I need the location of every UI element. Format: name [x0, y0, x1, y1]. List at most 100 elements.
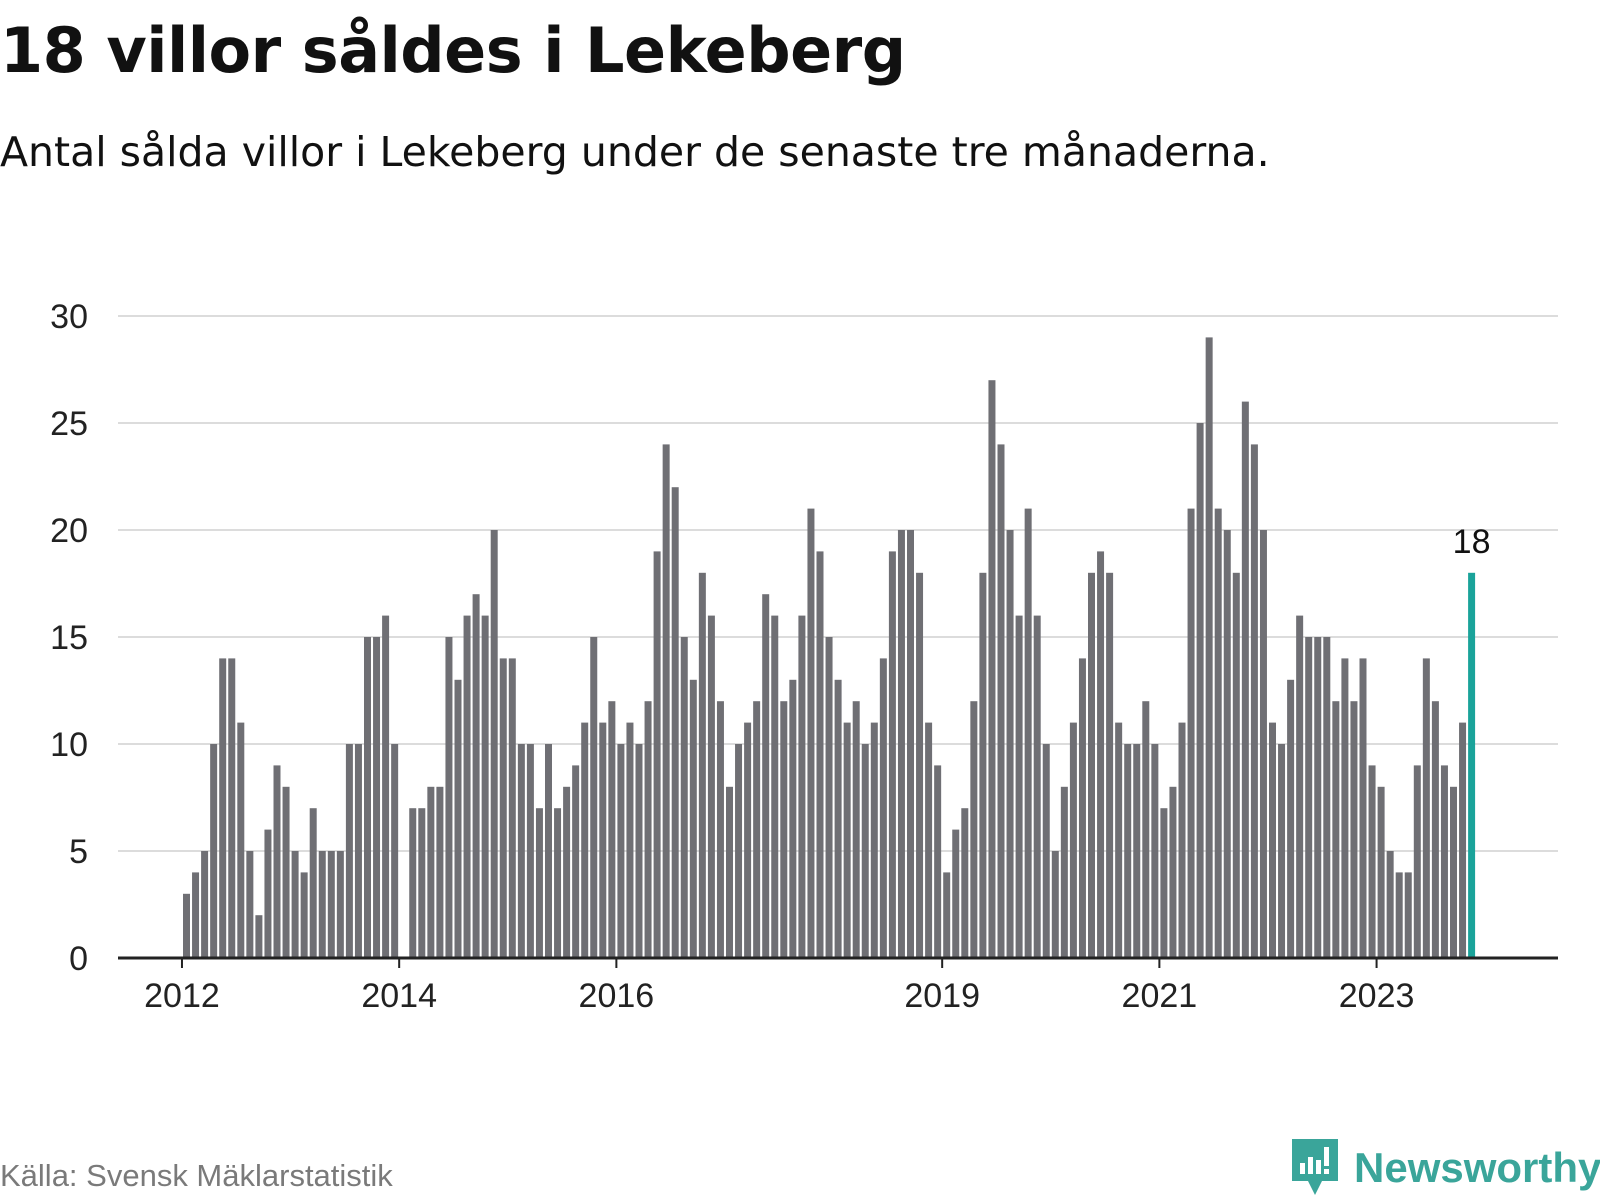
bar	[1386, 851, 1394, 958]
bar	[970, 701, 978, 958]
bar	[780, 701, 788, 958]
bar	[1269, 722, 1276, 958]
bar	[336, 851, 344, 958]
bar	[807, 508, 815, 958]
bar	[1223, 530, 1231, 958]
bars	[183, 337, 1476, 959]
bar	[1314, 637, 1322, 958]
bar	[789, 679, 797, 958]
bar	[1178, 722, 1186, 958]
bar	[1169, 786, 1177, 958]
bar	[1142, 701, 1150, 958]
bar	[644, 701, 652, 958]
bar	[1368, 765, 1376, 958]
bar	[698, 572, 706, 958]
x-tick-label: 2021	[1122, 977, 1198, 1015]
bar	[843, 722, 851, 958]
bar	[907, 530, 914, 958]
bar	[354, 744, 362, 958]
bar	[1124, 744, 1132, 958]
bar	[391, 744, 399, 958]
bar	[1015, 615, 1023, 958]
y-tick-label: 0	[69, 940, 88, 978]
bar	[716, 701, 724, 958]
bar	[490, 530, 498, 958]
chart-subtitle: Antal sålda villor i Lekeberg under de s…	[0, 128, 1270, 176]
bar	[563, 786, 571, 958]
bar	[535, 808, 543, 958]
brand-name: Newsworthy	[1354, 1144, 1600, 1191]
bar	[309, 808, 317, 958]
bar	[445, 637, 453, 958]
bar	[979, 572, 987, 958]
bar	[382, 615, 390, 958]
bar	[1341, 658, 1349, 958]
y-tick-label: 5	[69, 833, 88, 871]
bar	[1431, 701, 1439, 958]
bar	[590, 637, 598, 958]
bar	[581, 722, 589, 958]
bar	[572, 765, 580, 958]
bar	[943, 872, 951, 958]
bar	[834, 679, 842, 958]
bar	[1250, 444, 1258, 958]
bar	[1259, 530, 1267, 958]
bar	[228, 658, 236, 958]
bar	[961, 808, 969, 958]
bar	[246, 851, 254, 958]
bar	[1069, 722, 1077, 958]
bar	[707, 615, 715, 958]
bar	[545, 744, 552, 958]
bar	[798, 615, 806, 958]
bar	[264, 829, 272, 958]
bar	[1296, 615, 1304, 958]
bar	[364, 637, 371, 958]
source-note: Källa: Svensk Mäklarstatistik	[0, 1158, 393, 1193]
bar	[1024, 508, 1032, 958]
bar	[201, 851, 209, 958]
bar	[888, 551, 896, 958]
bar	[762, 594, 770, 958]
bar	[1196, 423, 1204, 958]
bar	[318, 851, 326, 958]
bar	[1323, 637, 1331, 958]
bar	[219, 658, 227, 958]
bar	[1214, 508, 1222, 958]
data-label: 18	[1453, 523, 1491, 561]
bar	[1450, 786, 1457, 958]
bar	[1305, 637, 1313, 958]
bar	[816, 551, 824, 958]
bar	[735, 744, 743, 958]
y-tick-label: 30	[50, 298, 88, 336]
bar	[608, 701, 616, 958]
bar	[554, 808, 562, 958]
x-tick-label: 2019	[904, 977, 980, 1015]
bar	[1088, 572, 1095, 958]
bar	[418, 808, 426, 958]
bar	[481, 615, 489, 958]
bar	[1377, 786, 1385, 958]
y-tick-label: 15	[50, 619, 88, 657]
bar	[653, 551, 661, 958]
bar	[1440, 765, 1448, 958]
bar	[771, 615, 779, 958]
bar	[237, 722, 245, 958]
bar	[273, 765, 281, 958]
chart-title: 18 villor såldes i Lekeberg	[0, 14, 906, 87]
bar	[192, 872, 200, 958]
bar	[952, 829, 960, 958]
bar	[1160, 808, 1168, 958]
bar	[753, 701, 761, 958]
bar	[436, 786, 444, 958]
bar	[897, 530, 905, 958]
tick-labels: 0 5 10 15 20 25 30 18 2012 2014 2016 2019 2021 2023	[50, 298, 1490, 1015]
bar	[1078, 658, 1086, 958]
bar	[1241, 401, 1249, 959]
bar	[1115, 722, 1123, 958]
brand-logo: Newsworthy	[1290, 1136, 1600, 1200]
bar	[916, 572, 924, 958]
bar	[1395, 872, 1403, 958]
bar	[183, 893, 190, 958]
bar	[345, 744, 353, 958]
bar-highlight	[1468, 572, 1476, 958]
